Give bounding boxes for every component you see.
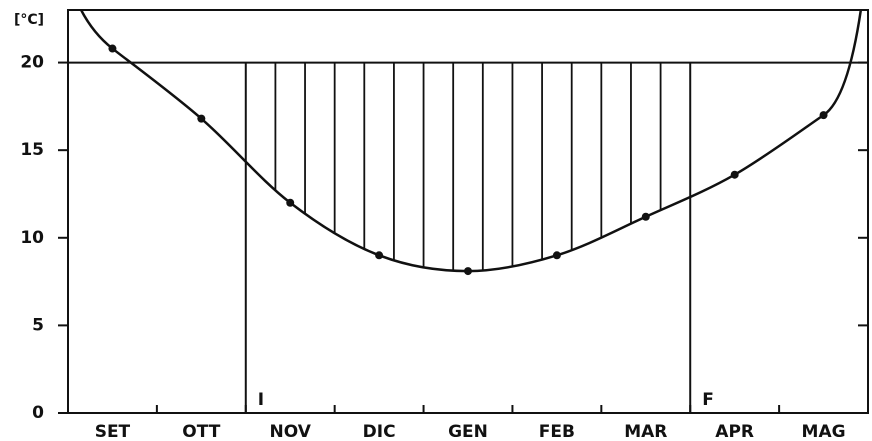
x-tick-label: GEN: [448, 422, 488, 441]
period-label: I: [258, 390, 264, 410]
plot-clip: [79, 10, 863, 273]
point: [819, 111, 828, 120]
curve-extension: [822, 10, 863, 117]
x-tick-label: NOV: [270, 422, 312, 441]
x-tick-label: DIC: [363, 422, 396, 441]
point: [375, 251, 384, 260]
x-tick-label: MAR: [624, 422, 667, 441]
x-tick-label: SET: [95, 422, 131, 441]
y-axis-label: [°C]: [14, 12, 44, 28]
point: [197, 114, 206, 123]
point: [730, 170, 739, 179]
plot-frame: [67, 9, 869, 414]
x-tick-label: MAG: [802, 422, 846, 441]
point: [464, 267, 472, 276]
y-tick-label: 20: [20, 53, 44, 73]
point: [108, 44, 117, 53]
point: [286, 198, 295, 207]
temperature-line: [111, 47, 825, 273]
y-tick-label: 5: [32, 315, 44, 335]
period-label: F: [702, 390, 714, 410]
x-tick-label: OTT: [182, 422, 220, 441]
y-tick-label: 0: [32, 403, 44, 423]
y-tick-label: 15: [20, 140, 44, 160]
point: [641, 212, 650, 221]
curve-extension: [79, 10, 114, 50]
x-tick-label: FEB: [539, 422, 575, 441]
x-tick-label: APR: [715, 422, 754, 441]
point: [552, 251, 561, 260]
y-tick-label: 10: [20, 228, 44, 248]
